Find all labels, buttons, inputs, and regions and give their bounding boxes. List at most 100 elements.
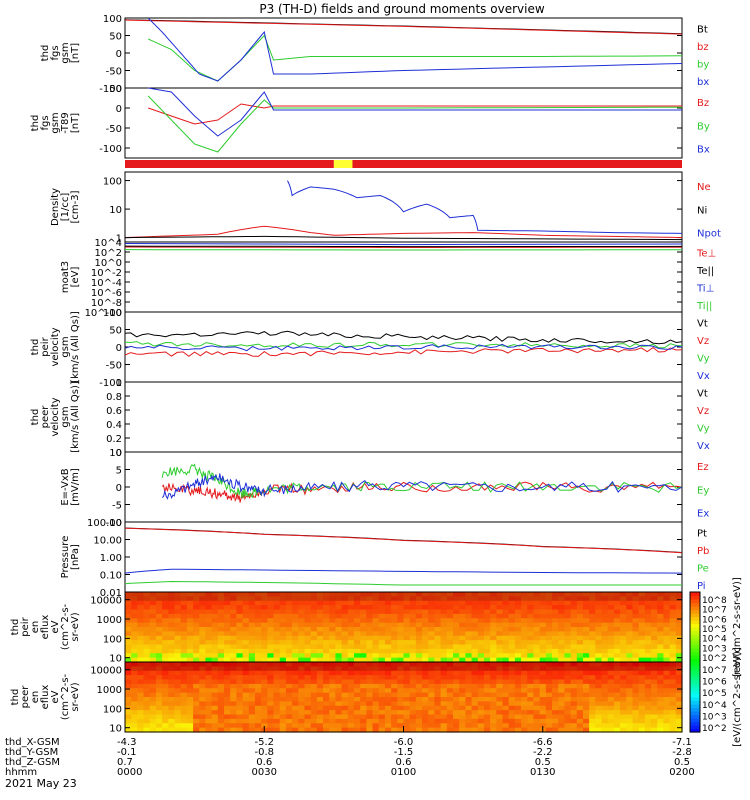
spectrogram-cell [230,644,237,650]
spectrogram-cell [533,670,541,676]
spectrogram-cell [316,714,324,720]
spectrogram-cell [570,723,578,729]
spectrogram-cell [576,640,584,646]
spectrogram-cell [193,635,200,641]
spectrogram-cell [465,609,473,615]
spectrogram-cell [273,670,281,676]
spectrogram-cell [261,675,268,681]
spectrogram-cell [675,631,683,637]
spectrogram-cell [230,596,237,602]
spectrogram-cell [459,635,466,641]
spectrogram-cell [576,609,584,615]
y-tick-label: 10^-8 [91,298,122,309]
spectrogram-cell [651,627,658,632]
spectrogram-cell [199,666,207,672]
spectrogram-cell [347,648,355,654]
spectrogram-cell [186,618,194,624]
spectrogram-cell [384,592,392,597]
spectrogram-cell [675,697,683,702]
spectrogram-cell [384,662,392,667]
spectrogram-cell [186,718,194,724]
spectrogram-cell [483,705,491,711]
spectrogram-cell [496,644,504,650]
spectrogram-cell [155,613,163,619]
spectrogram-cell [459,692,466,698]
spectrogram-cell [558,657,566,663]
spectrogram-cell [397,592,405,597]
spectrogram-cell [490,670,497,676]
spectrogram-cell [651,653,658,659]
spectrogram-cell [638,692,646,698]
spectrogram-cell [384,631,392,637]
spectrogram-cell [323,683,330,689]
spectrogram-cell [626,653,634,659]
spectrogram-cell [285,727,293,733]
spectrogram-cell [638,679,646,685]
spectrogram-cell [217,613,225,619]
spectrogram-cell [663,622,671,628]
spectrogram-cell [601,710,609,716]
spectrogram-cell [304,600,312,606]
spectrogram-cell [675,613,683,619]
spectrogram-cell [224,692,231,698]
spectrogram-cell [601,605,609,611]
spectrogram-cell [453,592,460,597]
spectrogram-cell [273,644,281,650]
spectrogram-cell [391,640,398,646]
spectrogram-cell [446,627,454,632]
spectrogram-cell [595,605,603,611]
spectrogram-cell [267,714,275,720]
spectrogram-cell [663,679,671,685]
spectrogram-cell [298,657,306,663]
spectrogram-cell [347,679,355,685]
colorbar-tick-label: 10^2 [702,654,727,664]
spectrogram-cell [440,662,448,667]
spectrogram-cell [403,653,411,659]
spectrogram-cell [527,714,535,720]
spectrogram-cell [514,710,522,716]
y-axis-label: sr-eV) [70,682,81,711]
spectrogram-cell [273,718,281,724]
y-axis-label: (cm^2-s- [60,673,71,720]
spectrogram-cell [360,635,367,641]
x-tick-label: -2.8 [672,747,692,758]
spectrogram-cell [508,592,516,597]
spectrogram-cell [483,635,491,641]
spectrogram-cell [564,600,572,606]
spectrogram-cell [496,653,504,659]
spectrogram-cell [366,710,374,716]
spectrogram-cell [502,662,510,667]
spectrogram-cell [335,627,343,632]
spectrogram-cell [230,688,237,694]
spectrogram-cell [675,618,683,624]
spectrogram-cell [601,675,609,681]
spectrogram-cell [657,609,665,615]
spectrogram-cell [465,688,473,694]
spectrogram-cell [360,627,367,632]
spectrogram-cell [186,613,194,619]
spectrogram-cell [508,727,516,733]
spectrogram-cell [657,618,665,624]
spectrogram-cell [465,675,473,681]
spectrogram-cell [626,605,634,611]
spectrogram-cell [595,723,603,729]
colorbar-cell [690,637,700,642]
spectrogram-cell [582,723,590,729]
spectrogram-cell [552,653,559,659]
spectrogram-cell [409,600,417,606]
spectrogram-cell [496,609,504,615]
spectrogram-cell [230,723,237,729]
spectrogram-cell [663,640,671,646]
spectrogram-cell [384,609,392,615]
spectrogram-cell [285,705,293,711]
spectrogram-cell [483,679,491,685]
spectrogram-cell [162,688,169,694]
spectrogram-cell [483,692,491,698]
legend-label: bx [697,77,709,88]
spectrogram-cell [193,688,200,694]
spectrogram-cell [545,675,553,681]
spectrogram-cell [570,688,578,694]
spectrogram-cell [360,710,367,716]
spectrogram-cell [347,710,355,716]
spectrogram-cell [582,613,590,619]
